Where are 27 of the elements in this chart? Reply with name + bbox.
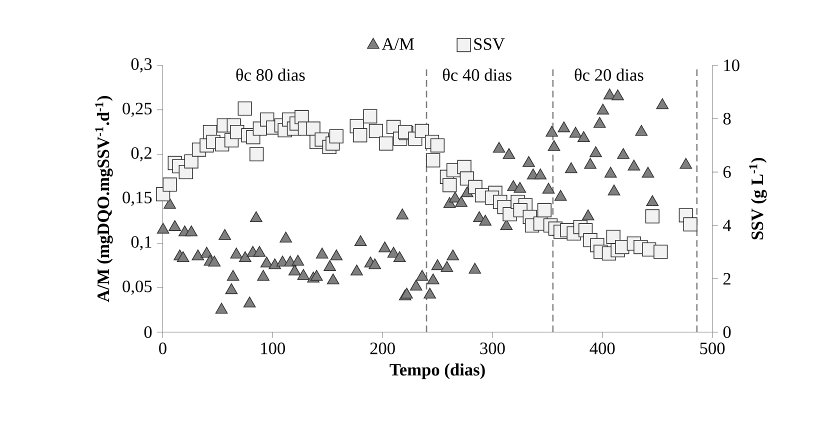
x-tick-label: 300 [480, 342, 505, 354]
x-tick-label: 400 [590, 342, 615, 354]
x-tick-label: 100 [261, 342, 285, 354]
y2-tick-label: 0 [723, 326, 731, 338]
legend-label: A/M [382, 38, 414, 50]
y2-tick-label: 6 [723, 166, 731, 178]
y-tick-label: 0,1 [131, 236, 152, 251]
legend-label: SSV [474, 38, 505, 50]
y-tick-label: 0,05 [122, 280, 152, 296]
y-tick-label: 0,3 [131, 58, 152, 73]
y2-tick-label: 8 [723, 113, 731, 125]
y-tick-label: 0,15 [122, 192, 152, 206]
y-axis-title: A/M (mgDQO.mgSSV$^{-1}$.d$^{-1}$) [95, 96, 113, 302]
y2-axis-title: SSV (g L$^{-1}$) [749, 158, 767, 240]
x-tick-label: 0 [159, 342, 166, 354]
y2-tick-label: 2 [723, 273, 730, 285]
annotation: θc 40 dias [442, 68, 512, 82]
y2-tick-label: 4 [723, 220, 732, 232]
x-tick-label: 500 [700, 342, 725, 354]
annotation: θc 80 dias [236, 68, 305, 82]
y2-tick-label: 10 [724, 60, 740, 72]
y-tick-label: 0 [144, 326, 152, 338]
x-tick-label: 200 [370, 342, 395, 354]
y-tick-label: 0,2 [131, 147, 152, 162]
x-axis-title: Tempo (dias) [390, 364, 485, 380]
y-tick-label: 0,25 [122, 102, 152, 118]
annotation: θc 20 dias [574, 68, 644, 82]
